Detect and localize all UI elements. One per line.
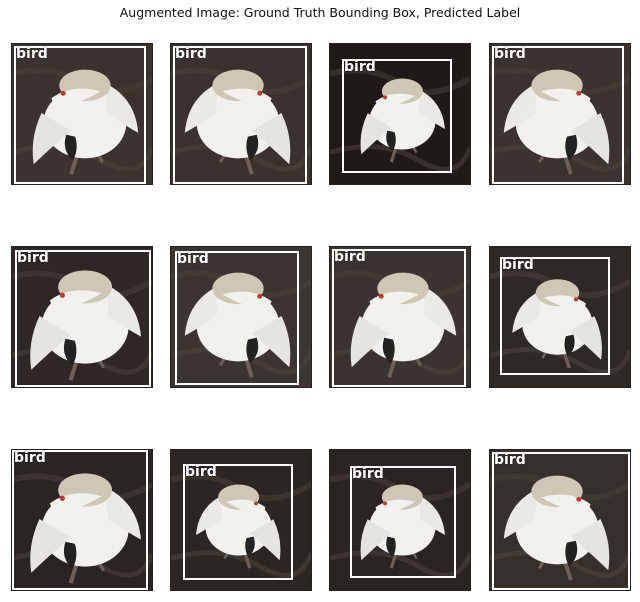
- predicted-label: bird: [334, 249, 366, 265]
- augmented-image-panel: bird: [489, 246, 631, 388]
- predicted-label: bird: [175, 46, 207, 62]
- ground-truth-bounding-box: [175, 251, 299, 385]
- predicted-label: bird: [177, 251, 209, 267]
- predicted-label: bird: [502, 257, 534, 273]
- ground-truth-bounding-box: [492, 46, 624, 184]
- ground-truth-bounding-box: [492, 452, 630, 590]
- swan-image: [490, 450, 630, 590]
- predicted-label: bird: [494, 46, 526, 62]
- ground-truth-bounding-box: [183, 464, 293, 580]
- swan-image: [171, 247, 311, 387]
- ground-truth-bounding-box: [500, 257, 610, 375]
- swan-image: [330, 247, 470, 387]
- augmented-image-panel: bird: [170, 246, 312, 388]
- ground-truth-bounding-box: [14, 46, 146, 184]
- ground-truth-bounding-box: [350, 466, 456, 578]
- augmented-image-panel: bird: [11, 246, 153, 388]
- predicted-label: bird: [185, 464, 217, 480]
- augmented-image-panel: bird: [489, 449, 631, 591]
- ground-truth-bounding-box: [12, 450, 148, 590]
- augmented-image-panel: bird: [489, 43, 631, 185]
- ground-truth-bounding-box: [342, 59, 452, 173]
- swan-image: [330, 450, 470, 590]
- augmented-image-panel: bird: [11, 43, 153, 185]
- augmented-image-panel: bird: [329, 449, 471, 591]
- augmented-image-panel: bird: [329, 43, 471, 185]
- ground-truth-bounding-box: [173, 46, 307, 184]
- augmented-image-panel: bird: [170, 43, 312, 185]
- swan-image: [12, 44, 152, 184]
- ground-truth-bounding-box: [332, 249, 466, 387]
- swan-image: [490, 44, 630, 184]
- augmented-image-panel: bird: [11, 449, 153, 591]
- predicted-label: bird: [17, 250, 49, 266]
- predicted-label: bird: [494, 452, 526, 468]
- predicted-label: bird: [352, 466, 384, 482]
- augmented-image-panel: bird: [170, 449, 312, 591]
- augmented-image-panel: bird: [329, 246, 471, 388]
- predicted-label: bird: [344, 59, 376, 75]
- predicted-label: bird: [16, 46, 48, 62]
- swan-image: [490, 247, 630, 387]
- swan-image: [12, 450, 152, 590]
- predicted-label: bird: [14, 450, 46, 466]
- swan-image: [330, 44, 470, 184]
- swan-image: [12, 247, 152, 387]
- swan-image: [171, 450, 311, 590]
- figure-title: Augmented Image: Ground Truth Bounding B…: [119, 5, 521, 20]
- ground-truth-bounding-box: [15, 250, 151, 387]
- swan-image: [171, 44, 311, 184]
